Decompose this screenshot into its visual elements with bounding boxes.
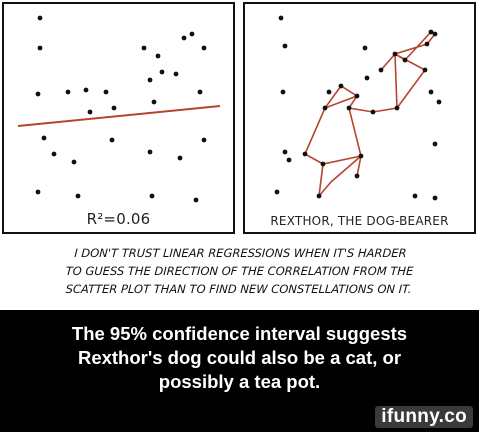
constellation-line [304, 107, 362, 165]
constellation-drawing [274, 15, 442, 201]
r-squared-label: R²=0.06 [86, 210, 151, 228]
regression-line [17, 105, 221, 127]
star-point [322, 105, 328, 111]
constellation-line [304, 31, 437, 155]
star-point [370, 109, 376, 115]
scatter-point [83, 87, 89, 93]
scatter-point [201, 45, 207, 51]
star-point [354, 93, 360, 99]
scatter-point [71, 159, 77, 165]
scatter-point [177, 155, 183, 161]
caption-line: SCATTER PLOT THAN TO FIND NEW CONSTELLAT… [65, 282, 412, 296]
star-point [286, 157, 292, 163]
scatter-point [51, 151, 57, 157]
caption-line: I DON'T TRUST LINEAR REGRESSIONS WHEN IT… [73, 246, 407, 260]
star-point [354, 173, 360, 179]
star-point [320, 161, 326, 167]
star-point [428, 29, 434, 35]
star-point [436, 99, 442, 105]
scatter-point [103, 89, 109, 95]
star-point [280, 89, 286, 95]
scatter-point [37, 15, 43, 21]
scatter-point [197, 89, 203, 95]
star-point [432, 31, 438, 37]
scatter-point [65, 89, 71, 95]
star-point [412, 193, 418, 199]
scatter-point [151, 99, 157, 105]
comic-caption: I DON'T TRUST LINEAR REGRESSIONS WHEN IT… [0, 244, 479, 298]
scatter-point [87, 109, 93, 115]
constellation-panel: REXTHOR, THE DOG-BEARER [243, 2, 476, 234]
scatter-point [201, 137, 207, 143]
meme-line: possibly a tea pot. [158, 371, 321, 392]
scatter-point [111, 105, 117, 111]
scatter-point [149, 193, 155, 199]
scatter-point [141, 45, 147, 51]
scatter-point [147, 149, 153, 155]
star-point [278, 15, 284, 21]
meme-line: Rexthor's dog could also be a cat, or [77, 347, 402, 368]
scatter-point [147, 77, 153, 83]
star-point [358, 153, 364, 159]
constellation-line [318, 163, 324, 197]
star-point [378, 67, 384, 73]
ifunny-watermark: ifunny.co [375, 406, 473, 428]
star-point [346, 105, 352, 111]
constellation-line [356, 155, 362, 177]
star-point [362, 45, 368, 51]
meme-caption-area: The 95% confidence interval suggests Rex… [0, 310, 479, 432]
constellation-label: REXTHOR, THE DOG-BEARER [270, 214, 449, 228]
scatter-point [75, 193, 81, 199]
star-point [302, 151, 308, 157]
star-point [338, 83, 344, 89]
meme-text: The 95% confidence interval suggests Rex… [0, 322, 479, 394]
star-point [274, 189, 280, 195]
star-point [364, 75, 370, 81]
scatter-point [41, 135, 47, 141]
scatter-point [159, 69, 165, 75]
star-point [392, 51, 398, 57]
star-point [422, 67, 428, 73]
meme-line: The 95% confidence interval suggests [71, 323, 408, 344]
scatter-point [35, 91, 41, 97]
constellation-line [318, 155, 362, 197]
star-point [394, 105, 400, 111]
scatter-point [193, 197, 199, 203]
star-point [432, 195, 438, 201]
scatter-point [155, 53, 161, 59]
star-point [402, 57, 408, 63]
scatter-point [37, 45, 43, 51]
star-point [424, 41, 430, 47]
star-point [428, 89, 434, 95]
star-point [282, 149, 288, 155]
scatter-point [109, 137, 115, 143]
star-point [432, 141, 438, 147]
scatter-plot [17, 15, 221, 203]
caption-line: TO GUESS THE DIRECTION OF THE CORRELATIO… [65, 264, 414, 278]
star-point [326, 89, 332, 95]
scatter-plot-panel: R²=0.06 [2, 2, 235, 234]
scatter-point [173, 71, 179, 77]
scatter-point [181, 35, 187, 41]
star-point [316, 193, 322, 199]
star-point [282, 43, 288, 49]
xkcd-comic: R²=0.06 REXTHOR, THE DOG-BEARER I DON'T … [0, 2, 479, 298]
constellation-line [324, 95, 358, 109]
scatter-point [35, 189, 41, 195]
scatter-point [189, 31, 195, 37]
